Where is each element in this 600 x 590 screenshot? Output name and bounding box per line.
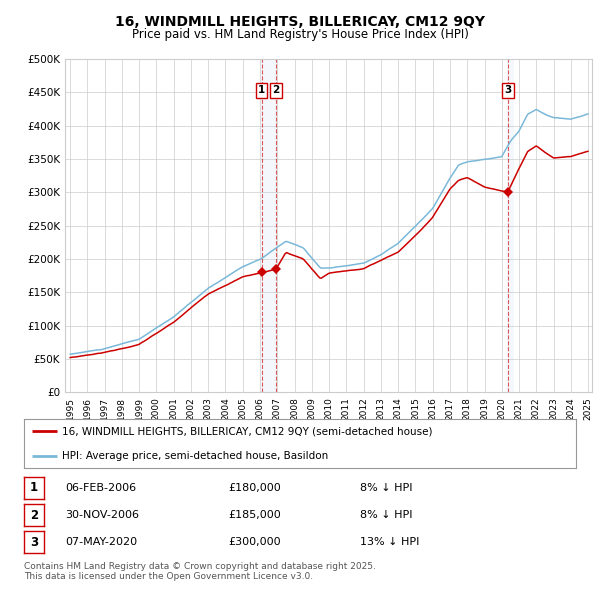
Text: Contains HM Land Registry data © Crown copyright and database right 2025.
This d: Contains HM Land Registry data © Crown c… xyxy=(24,562,376,581)
Text: 3: 3 xyxy=(504,86,511,96)
Text: 16, WINDMILL HEIGHTS, BILLERICAY, CM12 9QY: 16, WINDMILL HEIGHTS, BILLERICAY, CM12 9… xyxy=(115,15,485,29)
Text: 1: 1 xyxy=(30,481,38,494)
Text: 06-FEB-2006: 06-FEB-2006 xyxy=(65,483,136,493)
Text: £185,000: £185,000 xyxy=(228,510,281,520)
Text: £300,000: £300,000 xyxy=(228,537,281,547)
Bar xyxy=(261,59,277,392)
Bar xyxy=(507,59,514,392)
Text: 2: 2 xyxy=(272,86,280,96)
Text: 07-MAY-2020: 07-MAY-2020 xyxy=(65,537,137,547)
Text: 3: 3 xyxy=(30,536,38,549)
Text: £180,000: £180,000 xyxy=(228,483,281,493)
Text: 1: 1 xyxy=(258,86,265,96)
Text: 13% ↓ HPI: 13% ↓ HPI xyxy=(360,537,419,547)
Text: HPI: Average price, semi-detached house, Basildon: HPI: Average price, semi-detached house,… xyxy=(62,451,328,461)
Text: 8% ↓ HPI: 8% ↓ HPI xyxy=(360,483,413,493)
Text: 2: 2 xyxy=(30,509,38,522)
Text: 8% ↓ HPI: 8% ↓ HPI xyxy=(360,510,413,520)
Text: 16, WINDMILL HEIGHTS, BILLERICAY, CM12 9QY (semi-detached house): 16, WINDMILL HEIGHTS, BILLERICAY, CM12 9… xyxy=(62,426,432,436)
Text: 30-NOV-2006: 30-NOV-2006 xyxy=(65,510,139,520)
Text: Price paid vs. HM Land Registry's House Price Index (HPI): Price paid vs. HM Land Registry's House … xyxy=(131,28,469,41)
